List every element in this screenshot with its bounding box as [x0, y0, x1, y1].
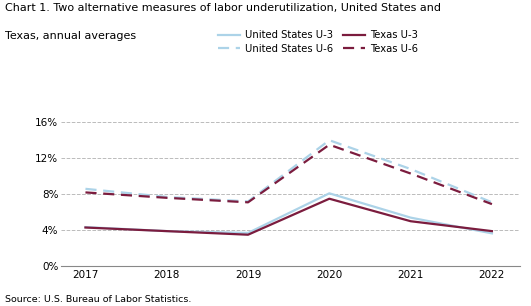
Text: Chart 1. Two alternative measures of labor underutilization, United States and: Chart 1. Two alternative measures of lab… [5, 3, 441, 13]
Text: Texas, annual averages: Texas, annual averages [5, 31, 136, 41]
Legend: United States U-3, United States U-6, Texas U-3, Texas U-6: United States U-3, United States U-6, Te… [214, 26, 422, 58]
Text: Source: U.S. Bureau of Labor Statistics.: Source: U.S. Bureau of Labor Statistics. [5, 296, 192, 304]
